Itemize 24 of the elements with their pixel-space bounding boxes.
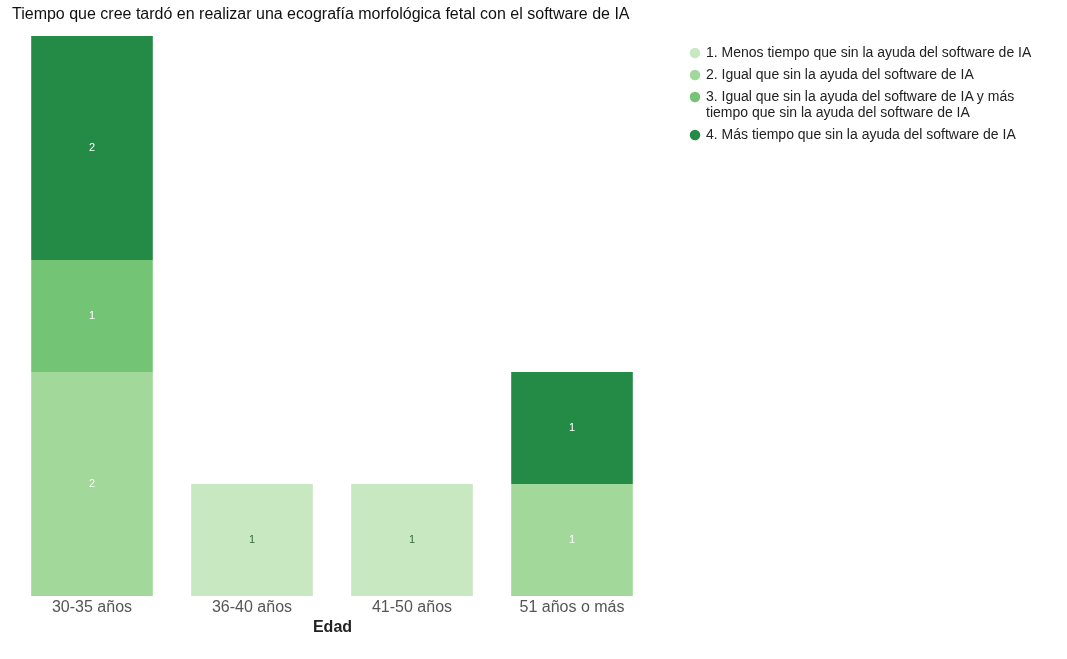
bar — [191, 484, 313, 596]
chart-title: Tiempo que cree tardó en realizar una ecografía morfológica fetal con el software de IA — [12, 5, 630, 22]
bar — [511, 372, 633, 484]
legend-label: 4. Más tiempo que sin la ayuda del software de IA — [706, 126, 1017, 142]
bar — [31, 36, 153, 260]
x-axis-title: Edad — [312, 617, 353, 635]
bar — [351, 484, 473, 596]
legend-label: 2. Igual que sin la ayuda del software de IA — [706, 66, 975, 82]
data-label: 1 — [248, 533, 256, 545]
legend-label: 3. Igual que sin la ayuda del software de IA y más tiempo que sin la ayuda del software de IA — [706, 88, 1015, 120]
bar — [31, 260, 153, 372]
data-label: 1 — [568, 533, 576, 545]
x-tick-label: 36-40 años — [211, 597, 293, 615]
x-tick-label: 41-50 años — [371, 597, 453, 615]
x-tick-label: 30-35 años — [51, 597, 133, 615]
data-label: 2 — [88, 141, 96, 153]
data-label: 1 — [568, 421, 576, 433]
bar — [31, 372, 153, 596]
data-label: 2 — [88, 477, 96, 489]
bar — [511, 484, 633, 596]
x-tick-label: 51 años o más — [519, 597, 625, 615]
data-label: 1 — [408, 533, 416, 545]
data-label: 1 — [88, 309, 96, 321]
legend-label: 1. Menos tiempo que sin la ayuda del software de IA — [706, 44, 1032, 60]
